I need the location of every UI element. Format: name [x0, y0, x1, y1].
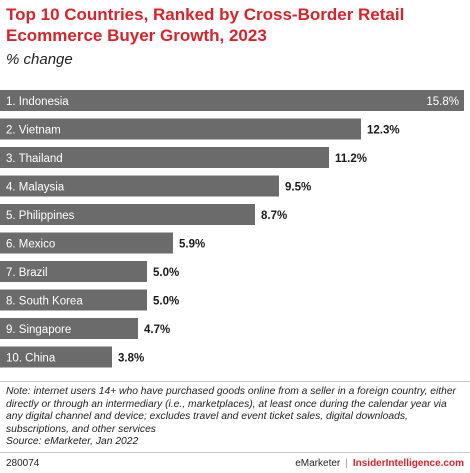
bar-group: 3. Thailand 11.2% — [0, 147, 367, 168]
value-label: 12.3% — [367, 125, 400, 137]
value-label: 15.8% — [426, 96, 459, 108]
bar — [0, 204, 255, 225]
bar — [0, 289, 147, 311]
footer-brand: eMarketer | InsiderIntelligence.com — [295, 458, 464, 469]
value-label: 9.5% — [285, 182, 311, 194]
footer: 280074 eMarketer | InsiderIntelligence.com — [0, 455, 470, 473]
bar — [0, 318, 138, 339]
bar-chart: 1. Indonesia 15.8%2. Vietnam 12.3%3. Thail… — [0, 90, 464, 368]
value-label: 5.0% — [153, 267, 179, 279]
footnote-note: Note: internet users 14+ who have purcha… — [6, 386, 456, 435]
value-label: 3.8% — [118, 353, 144, 365]
category-label: 8. South Korea — [6, 296, 83, 308]
value-label: 5.9% — [179, 239, 205, 251]
category-label: 3. Thailand — [6, 153, 63, 165]
category-label: 7. Brazil — [6, 267, 48, 279]
category-label: 5. Philippines — [6, 210, 75, 222]
chart-id: 280074 — [6, 458, 40, 469]
category-label: 1. Indonesia — [6, 96, 69, 108]
bar-group: 4. Malaysia 9.5% — [0, 175, 311, 197]
bar-group: 5. Philippines 8.7% — [0, 204, 287, 225]
footnote-source: Source: eMarketer, Jan 2022 — [6, 436, 139, 447]
bar — [0, 232, 173, 254]
category-label: 6. Mexico — [6, 239, 55, 251]
bar — [0, 118, 361, 140]
emarketer-brand: eMarketer — [295, 458, 341, 469]
value-label: 8.7% — [261, 210, 287, 222]
bar-group: 10. China 3.8% — [0, 346, 144, 368]
category-label: 4. Malaysia — [6, 182, 65, 194]
bar-group: 7. Brazil 5.0% — [0, 261, 179, 282]
bar — [0, 147, 329, 168]
bar — [0, 346, 112, 368]
footer-separator: | — [345, 458, 348, 469]
value-label: 5.0% — [153, 296, 179, 308]
bar — [0, 175, 279, 197]
value-label: 11.2% — [335, 153, 367, 165]
bar-group: 9. Singapore 4.7% — [0, 318, 170, 339]
divider-bottom — [0, 452, 470, 453]
divider-top — [0, 381, 470, 382]
category-label: 9. Singapore — [6, 324, 71, 336]
chart-subtitle: % change — [6, 51, 73, 68]
value-label: 4.7% — [144, 324, 170, 336]
insiderintelligence-link[interactable]: InsiderIntelligence.com — [352, 458, 464, 469]
bar — [0, 261, 147, 282]
category-label: 2. Vietnam — [6, 125, 61, 137]
bar — [0, 90, 464, 111]
bar-group: 2. Vietnam 12.3% — [0, 118, 400, 140]
chart-title: Top 10 Countries, Ranked by Cross-Border… — [6, 5, 405, 45]
bar-group: 8. South Korea 5.0% — [0, 289, 179, 311]
bar-group: 1. Indonesia 15.8% — [0, 90, 464, 111]
footnote: Note: internet users 14+ who have purcha… — [6, 386, 464, 449]
bar-group: 6. Mexico 5.9% — [0, 232, 205, 254]
category-label: 10. China — [6, 353, 56, 365]
